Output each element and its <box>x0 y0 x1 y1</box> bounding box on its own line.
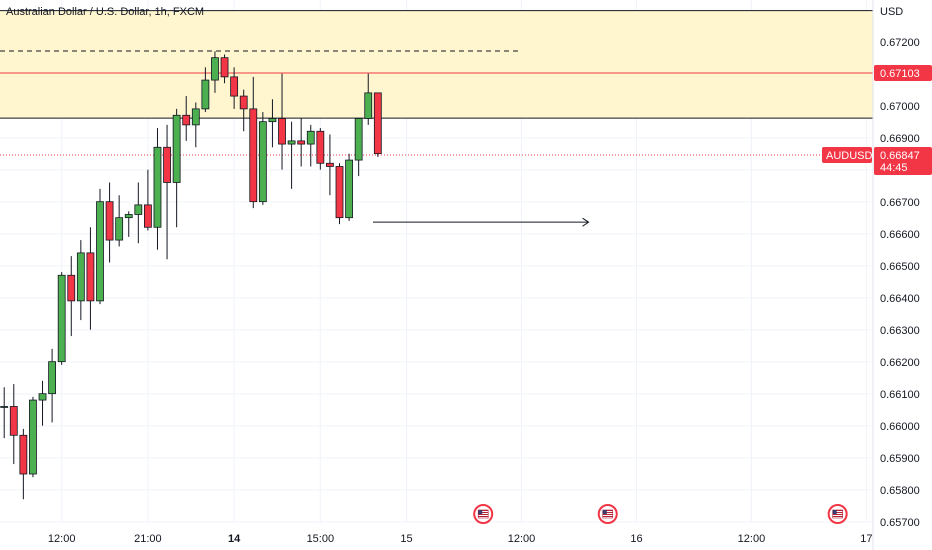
symbol-badge-bg <box>822 146 872 163</box>
price-tick-label: 0.65700 <box>880 517 920 529</box>
price-tick-label: 0.65900 <box>880 453 920 465</box>
candle-body <box>134 204 143 215</box>
price-tick-label: 0.66700 <box>880 197 920 209</box>
last-price-badge-bg <box>874 146 932 175</box>
price-tick-label: 0.66500 <box>880 261 920 273</box>
price-axis[interactable]: 0.672000.671000.670000.669000.668000.667… <box>880 37 920 529</box>
time-axis[interactable]: 12:00 21:00 14 15:00 15 12:00 16 12:00 17 <box>48 533 873 545</box>
price-tick-label: 0.66900 <box>880 133 920 145</box>
candle-body <box>220 57 229 78</box>
candle-body <box>335 166 344 219</box>
candle-body <box>38 393 47 401</box>
candle-body <box>48 361 56 395</box>
economic-event-flag-icon[interactable] <box>473 504 494 524</box>
economic-event-flag-icon[interactable] <box>827 504 848 524</box>
symbol-badge-text: AUDUSD <box>826 150 873 162</box>
price-tick-label: 0.66200 <box>880 357 920 369</box>
time-tick-label: 17 <box>860 533 872 545</box>
candle-body <box>345 159 353 219</box>
candle-body <box>326 162 334 167</box>
candle-body <box>287 140 296 145</box>
candle-body <box>0 406 9 408</box>
candle-body <box>153 146 162 228</box>
candle-body <box>364 92 373 119</box>
candle-body <box>297 140 306 145</box>
candle-body <box>19 434 28 475</box>
arrow-head-icon[interactable] <box>582 217 590 227</box>
candle-body <box>258 121 267 203</box>
candle-body <box>373 92 382 155</box>
price-tick-label: 0.67200 <box>880 37 920 49</box>
candle-body <box>191 108 200 126</box>
candle-body <box>57 274 66 363</box>
candle-body <box>239 95 248 110</box>
price-tick-label: 0.66000 <box>880 421 920 433</box>
economic-event-flag-icon[interactable] <box>597 504 618 524</box>
candle-body <box>29 399 37 475</box>
candle-body <box>354 118 363 161</box>
candle-body <box>9 406 18 436</box>
candle-body <box>76 252 85 302</box>
candle-body <box>306 130 315 145</box>
price-tick-label: 0.66100 <box>880 389 920 401</box>
time-tick-label: 12:00 <box>738 533 766 545</box>
candle-body <box>67 274 76 302</box>
candle-body <box>86 252 95 302</box>
candle-body <box>230 76 239 97</box>
time-tick-label: 14 <box>228 533 241 545</box>
candle-body <box>124 214 133 219</box>
candle-body <box>316 130 325 164</box>
candle-body <box>163 146 171 183</box>
price-tick-label: 0.66600 <box>880 229 920 241</box>
candle-body <box>96 201 104 302</box>
time-tick-label: 15 <box>400 533 412 545</box>
price-tick-label: 0.67000 <box>880 101 920 113</box>
candle-body <box>278 118 286 145</box>
resistance-zone[interactable] <box>0 10 873 119</box>
candle-body <box>201 79 210 110</box>
level-badge-bg <box>874 65 932 82</box>
candle-body <box>115 217 124 241</box>
price-tick-label: 0.65800 <box>880 485 920 497</box>
grid <box>0 0 873 523</box>
time-tick-label: 12:00 <box>48 533 76 545</box>
candle-body <box>268 118 277 123</box>
candle-body <box>211 57 219 81</box>
countdown-text: 44:45 <box>880 162 908 174</box>
price-tick-label: 0.66300 <box>880 325 920 337</box>
time-tick-label: 21:00 <box>134 533 162 545</box>
economic-events[interactable] <box>473 504 848 524</box>
candle-body <box>143 204 152 228</box>
currency-label: USD <box>880 6 903 18</box>
symbol-badge: AUDUSD <box>822 146 873 163</box>
chart-title: Australian Dollar / U.S. Dollar, 1h, FXC… <box>6 6 204 18</box>
level-price-badge: 0.67103 <box>874 65 932 82</box>
time-tick-label: 15:00 <box>307 533 335 545</box>
last-price-badge: 0.66847 44:45 <box>874 146 932 175</box>
time-tick-label: 12:00 <box>508 533 536 545</box>
candle-body <box>249 108 258 203</box>
candles <box>0 51 382 500</box>
candle-body <box>172 114 181 183</box>
arrow-drawing[interactable] <box>373 217 590 227</box>
candle-body <box>105 201 114 241</box>
price-tick-label: 0.66400 <box>880 293 920 305</box>
time-tick-label: 16 <box>630 533 642 545</box>
level-badge-text: 0.67103 <box>880 68 920 80</box>
candle-body <box>182 114 191 126</box>
last-price-text: 0.66847 <box>880 150 920 162</box>
